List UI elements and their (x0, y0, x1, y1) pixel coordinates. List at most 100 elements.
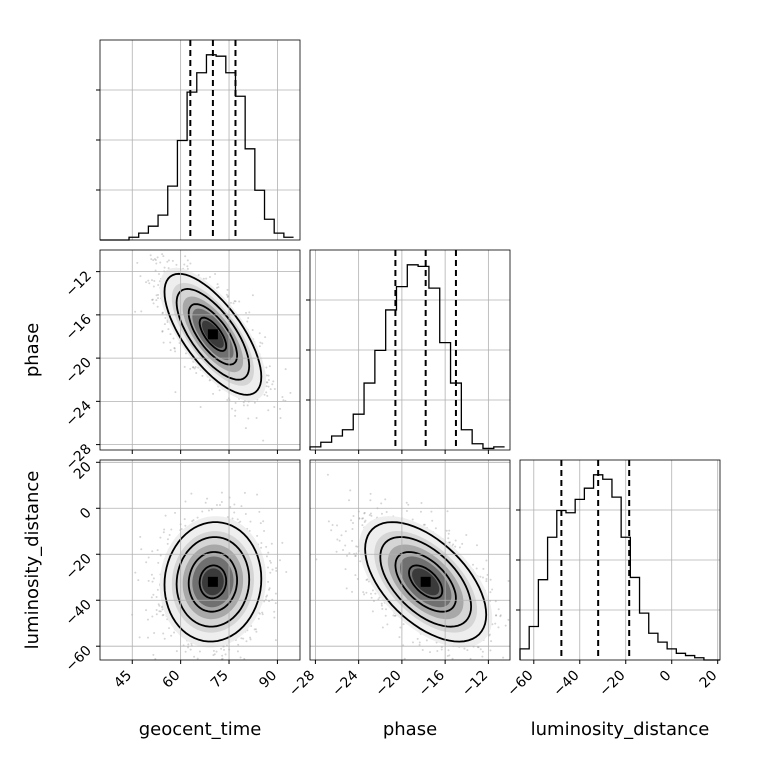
scatter-point (517, 622, 519, 624)
scatter-point (243, 491, 246, 494)
scatter-point (248, 311, 251, 314)
scatter-point (392, 614, 395, 617)
scatter-point (140, 310, 143, 313)
scatter-point (274, 592, 277, 595)
scatter-point (151, 550, 154, 553)
density-peak (207, 576, 218, 587)
scatter-point (260, 541, 263, 544)
scatter-point (259, 341, 262, 344)
scatter-point (168, 534, 171, 537)
histogram-phase (309, 264, 505, 450)
scatter-point (446, 654, 449, 657)
scatter-point (263, 393, 266, 396)
scatter-point (210, 508, 213, 511)
scatter-point (180, 527, 183, 530)
contour-line (175, 287, 251, 381)
scatter-point (257, 617, 260, 620)
scatter-point (162, 255, 165, 258)
scatter-point (157, 293, 160, 296)
scatter-point (261, 613, 264, 616)
scatter-point (258, 345, 261, 348)
scatter-point (214, 273, 217, 276)
scatter-point (368, 514, 371, 517)
scatter-point (193, 367, 196, 370)
scatter-point (244, 427, 247, 430)
scatter-point (186, 267, 189, 270)
scatter-point (370, 596, 373, 599)
scatter-point (159, 536, 162, 539)
scatter-point (354, 554, 357, 557)
scatter-point (156, 549, 159, 552)
scatter-point (380, 602, 383, 605)
scatter-point (152, 285, 155, 288)
scatter-point (234, 300, 237, 303)
scatter-point (266, 594, 269, 597)
scatter-point (244, 512, 247, 515)
scatter-point (159, 554, 162, 557)
scatter-point (269, 561, 272, 564)
scatter-point (489, 578, 492, 581)
scatter-point (258, 612, 261, 615)
scatter-point (231, 517, 234, 520)
scatter-point (256, 534, 259, 537)
scatter-point (371, 610, 374, 613)
scatter-point (196, 661, 198, 663)
scatter-point (191, 520, 194, 523)
scatter-point (380, 502, 383, 505)
scatter-point (161, 311, 164, 314)
scatter-point (190, 492, 193, 495)
scatter-point (447, 532, 450, 535)
scatter-point (405, 509, 408, 512)
scatter-point (163, 637, 166, 640)
scatter-point (194, 366, 197, 369)
scatter-point (134, 571, 137, 574)
scatter-point (247, 316, 250, 319)
scatter-point (331, 524, 334, 527)
scatter-point (491, 588, 494, 591)
scatter-point (234, 402, 237, 405)
scatter-point (272, 380, 275, 383)
scatter-point (206, 665, 208, 667)
scatter-point (146, 618, 149, 621)
scatter-point (418, 641, 421, 644)
scatter-point (482, 567, 485, 570)
scatter-point (215, 503, 218, 506)
scatter-point (164, 514, 167, 517)
scatter-point (239, 520, 242, 523)
scatter-point (370, 514, 373, 517)
scatter-point (174, 391, 177, 394)
scatter-point (148, 282, 151, 285)
scatter-point (265, 391, 268, 394)
scatter-point (386, 623, 389, 626)
scatter-point (270, 542, 273, 545)
scatter-point (217, 286, 220, 289)
scatter-point (169, 341, 172, 344)
scatter-point (495, 681, 497, 683)
scatter-point (258, 510, 261, 513)
scatter-point (242, 401, 245, 404)
scatter-point (139, 275, 142, 278)
scatter-point (151, 298, 154, 301)
scatter-point (249, 520, 252, 523)
contour-line (198, 564, 228, 600)
scatter-point (233, 511, 236, 514)
scatter-point (249, 638, 252, 641)
density-peak-cell (207, 329, 218, 340)
scatter-point (173, 347, 176, 350)
scatter-point (240, 505, 243, 508)
scatter-point (192, 366, 195, 369)
scatter-point (378, 596, 381, 599)
scatter-point (151, 580, 154, 583)
scatter-point (265, 366, 268, 369)
scatter-point (199, 405, 202, 408)
scatter-point (151, 279, 154, 282)
scatter-point (184, 524, 187, 527)
scatter-point (268, 600, 271, 603)
scatter-point (226, 516, 229, 519)
scatter-point (454, 539, 457, 542)
scatter-point (162, 341, 165, 344)
scatter-point (208, 379, 211, 382)
panel-phase-luminosity_distance (315, 473, 519, 683)
scatter-point (348, 552, 351, 555)
